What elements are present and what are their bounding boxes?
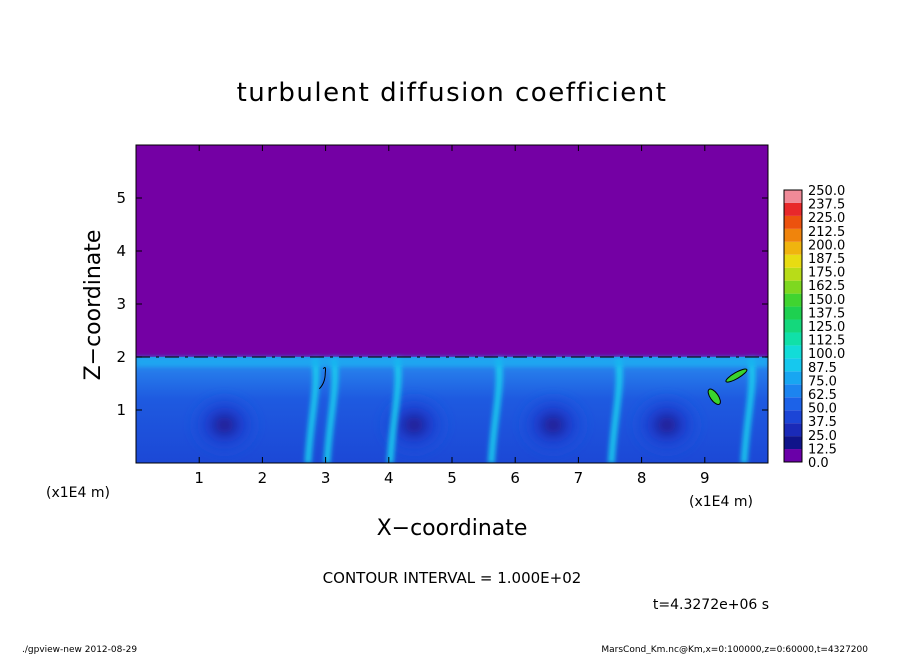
colorbar-swatch-10 xyxy=(784,319,802,333)
colorbar-swatch-9 xyxy=(784,332,802,346)
x-tick-label-1: 1 xyxy=(194,469,204,487)
x-tick-label-7: 7 xyxy=(574,469,584,487)
colorbar-swatch-11 xyxy=(784,306,802,320)
colorbar-swatch-20 xyxy=(784,190,802,203)
colorbar-swatch-0 xyxy=(784,449,802,462)
colorbar-level-17: 212.5 xyxy=(808,225,845,240)
colorbar-swatch-5 xyxy=(784,384,802,398)
colorbar-level-18: 225.0 xyxy=(808,211,845,226)
colorbar-swatch-12 xyxy=(784,293,802,307)
time-label: t=4.3272e+06 s xyxy=(653,597,769,613)
colorbar: 0.012.525.037.550.062.575.087.5100.0112.… xyxy=(783,184,845,471)
plot-area xyxy=(136,145,768,463)
colorbar-swatch-4 xyxy=(784,397,802,411)
footer-left: ./gpview-new 2012-08-29 xyxy=(22,645,137,654)
colorbar-level-8: 100.0 xyxy=(808,347,845,362)
footer-right: MarsCond_Km.nc@Km,x=0:100000,z=0:60000,t… xyxy=(601,645,868,654)
colorbar-level-4: 50.0 xyxy=(808,402,837,417)
colorbar-level-7: 87.5 xyxy=(808,361,837,376)
colorbar-swatch-6 xyxy=(784,371,802,385)
x-tick-label-6: 6 xyxy=(510,469,520,487)
contour-lines xyxy=(136,356,768,405)
y-tick-label-2: 2 xyxy=(116,348,126,366)
colorbar-level-16: 200.0 xyxy=(808,238,845,253)
colorbar-swatch-17 xyxy=(784,228,802,242)
y-tick-label-3: 3 xyxy=(116,295,126,313)
colorbar-level-19: 237.5 xyxy=(808,198,845,213)
colorbar-level-6: 75.0 xyxy=(808,374,837,389)
axes: 1 2 3 4 5 6 7 8 9 1 2 3 4 5 xyxy=(116,145,768,487)
colorbar-swatch-2 xyxy=(784,423,802,437)
colorbar-swatch-8 xyxy=(784,345,802,359)
contour-100-blob-1 xyxy=(707,388,721,405)
x-tick-label-4: 4 xyxy=(384,469,394,487)
y-axis-label: Z−coordinate xyxy=(81,230,106,381)
colorbar-swatch-13 xyxy=(784,280,802,294)
eddy-2 xyxy=(376,391,453,459)
x-tick-label-9: 9 xyxy=(700,469,710,487)
colorbar-level-20: 250.0 xyxy=(808,184,845,199)
contour-interval-label: CONTOUR INTERVAL = 1.000E+02 xyxy=(323,569,582,587)
colorbar-level-15: 187.5 xyxy=(808,252,845,267)
contour-100-blob-3 xyxy=(318,366,327,390)
x-axis-label: X−coordinate xyxy=(377,516,528,541)
colorbar-swatch-18 xyxy=(784,215,802,229)
colorbar-swatch-1 xyxy=(784,436,802,450)
top-band xyxy=(136,357,768,367)
x-unit-label-left: (x1E4 m) xyxy=(46,485,110,501)
eddy-1 xyxy=(186,391,263,459)
y-tick-label-5: 5 xyxy=(116,189,126,207)
colorbar-swatch-15 xyxy=(784,254,802,268)
y-tick-label-4: 4 xyxy=(116,242,126,260)
colorbar-frame xyxy=(783,189,803,463)
colorbar-level-5: 62.5 xyxy=(808,388,837,403)
colorbar-level-0: 0.0 xyxy=(808,456,829,471)
contour-100-blob-2 xyxy=(725,368,748,383)
colorbar-level-14: 175.0 xyxy=(808,266,845,281)
colorbar-level-11: 137.5 xyxy=(808,306,845,321)
colorbar-level-13: 162.5 xyxy=(808,279,845,294)
colorbar-swatch-3 xyxy=(784,410,802,424)
colorbar-level-10: 125.0 xyxy=(808,320,845,335)
plumes-layer xyxy=(136,356,768,463)
colorbar-level-1: 12.5 xyxy=(808,442,837,457)
chart-title: turbulent diffusion coefficient xyxy=(237,78,668,108)
y-tick-label-1: 1 xyxy=(116,401,126,419)
x-tick-label-8: 8 xyxy=(637,469,647,487)
colorbar-level-3: 37.5 xyxy=(808,415,837,430)
eddy-4 xyxy=(628,391,705,459)
colorbar-swatch-16 xyxy=(784,241,802,255)
x-tick-label-2: 2 xyxy=(258,469,268,487)
colorbar-level-9: 112.5 xyxy=(808,334,845,349)
colorbar-level-12: 150.0 xyxy=(808,293,845,308)
colorbar-level-2: 25.0 xyxy=(808,429,837,444)
colorbar-swatch-14 xyxy=(784,267,802,281)
eddy-3 xyxy=(515,391,592,459)
x-unit-label-right: (x1E4 m) xyxy=(689,494,753,510)
x-tick-label-5: 5 xyxy=(447,469,457,487)
colorbar-swatch-19 xyxy=(784,202,802,216)
x-tick-label-3: 3 xyxy=(321,469,331,487)
colorbar-swatch-7 xyxy=(784,358,802,372)
